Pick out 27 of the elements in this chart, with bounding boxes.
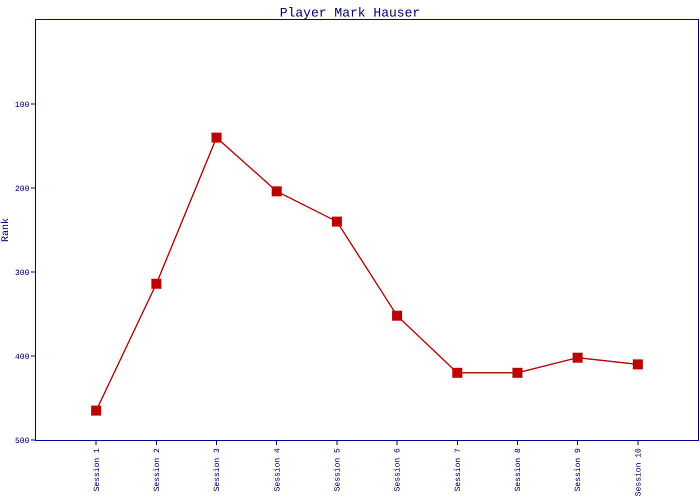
x-tick-label: Session 7 [454, 448, 463, 492]
x-tick-label: Session 8 [514, 448, 524, 492]
y-tick-label: 100 [14, 100, 30, 110]
point [452, 368, 462, 378]
y-tick-label: 300 [14, 268, 30, 278]
x-tick-label: Session 5 [334, 448, 343, 492]
y-tick-label: 400 [14, 352, 30, 362]
x-tick-label: Session 3 [213, 448, 222, 492]
point [151, 278, 162, 289]
point [512, 368, 522, 378]
point [272, 186, 282, 196]
point [212, 132, 222, 143]
point [572, 352, 583, 363]
y-tick-label: 500 [14, 436, 30, 446]
x-tick-label: Session 1 [92, 448, 102, 492]
x-tick-label: Session 4 [273, 448, 282, 492]
point [91, 406, 102, 416]
point [632, 359, 643, 370]
x-tick-label: Session 9 [574, 448, 584, 492]
point [392, 310, 402, 321]
x-tick-label: Session 2 [152, 448, 162, 492]
x-tick-label: Session 10 [634, 448, 644, 496]
y-axis-title: Rank [0, 218, 12, 242]
chart-title: Player Mark Hauser [280, 6, 420, 21]
y-tick-label: 200 [14, 184, 30, 194]
point [332, 216, 342, 227]
x-tick-label: Session 6 [394, 448, 403, 492]
